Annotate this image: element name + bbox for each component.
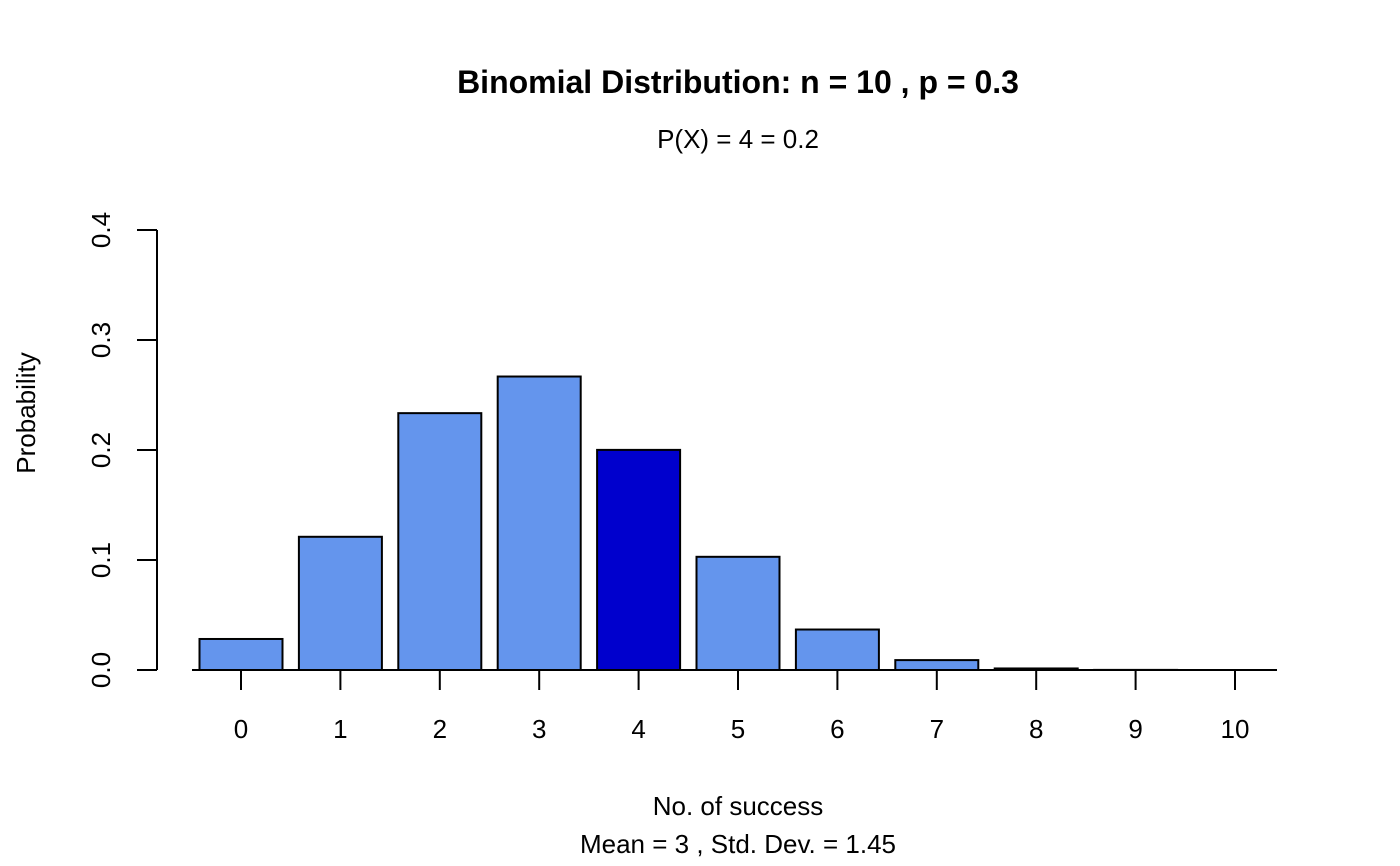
y-tick-label-0.3: 0.3 [86,322,116,358]
bar-6 [794,628,880,672]
bar-3 [496,375,582,671]
x-tick-label-2: 2 [433,714,447,744]
x-tick-label-9: 9 [1128,714,1142,744]
chart-subtitle: P(X) = 4 = 0.2 [657,124,819,154]
x-tick-label-3: 3 [532,714,546,744]
bar-5 [695,555,781,671]
x-tick-label-4: 4 [631,714,645,744]
y-tick-label-0.0: 0.0 [86,652,116,688]
y-tick-label-0.4: 0.4 [86,212,116,248]
x-axis-stats: Mean = 3 , Std. Dev. = 1.45 [580,829,896,859]
bar-7 [894,659,980,671]
x-tick-label-6: 6 [830,714,844,744]
chart-title: Binomial Distribution: n = 10 , p = 0.3 [457,64,1019,100]
bar-0 [198,637,284,671]
y-axis: 0.0 0.1 0.2 0.3 0.4 [86,212,158,688]
y-tick-label-0.1: 0.1 [86,542,116,578]
x-tick-label-7: 7 [930,714,944,744]
x-tick-label-1: 1 [333,714,347,744]
bar-4 [596,448,682,672]
x-axis-label: No. of success [653,791,824,821]
y-tick-label-0.2: 0.2 [86,432,116,468]
x-tick-label-5: 5 [731,714,745,744]
x-axis: 0 1 2 3 4 5 6 7 8 9 10 [192,669,1277,744]
bar-2 [397,412,483,671]
x-tick-label-0: 0 [234,714,248,744]
y-axis-label: Probability [11,352,41,473]
x-tick-label-8: 8 [1029,714,1043,744]
x-tick-label-10: 10 [1221,714,1250,744]
bars-group [198,375,1179,672]
bar-1 [297,535,383,671]
